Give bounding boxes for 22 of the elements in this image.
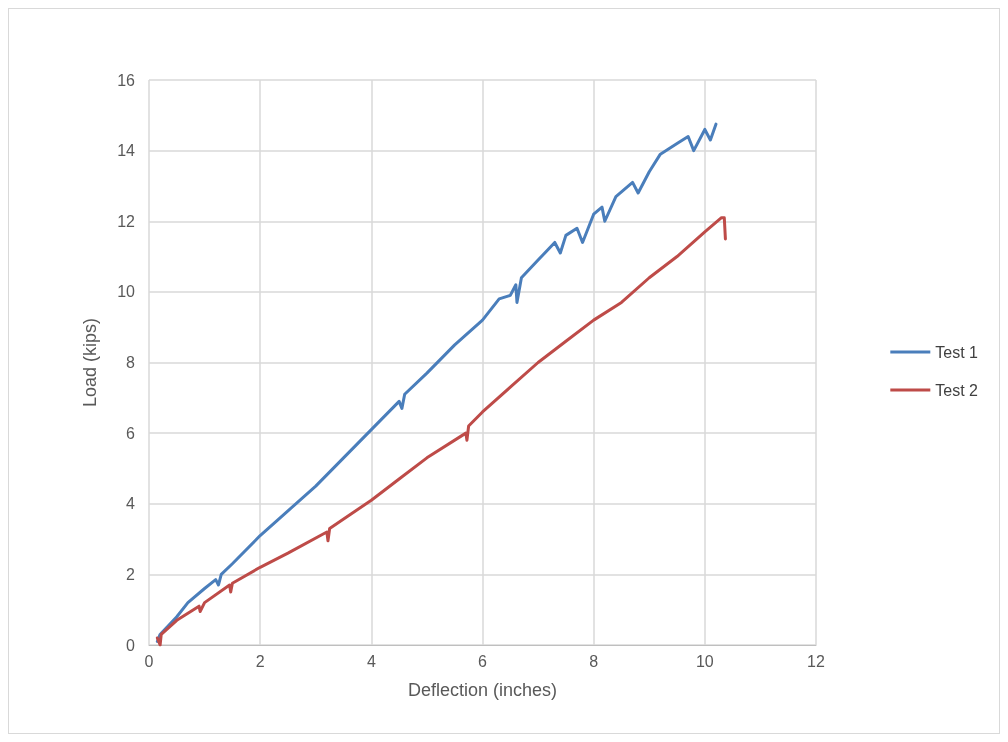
y-tick-label: 14 — [117, 142, 136, 160]
x-tick-label: 12 — [807, 652, 825, 670]
y-tick-label: 12 — [117, 212, 136, 230]
x-axis-title: Deflection (inches) — [407, 680, 558, 700]
y-tick-label: 0 — [126, 636, 136, 654]
legend-label: Test 2 — [935, 381, 979, 399]
y-tick-label: 8 — [126, 354, 136, 371]
legend-label: Test 1 — [935, 343, 979, 361]
line-series — [155, 122, 718, 643]
x-tick-label: 0 — [144, 652, 154, 670]
x-tick-label: 2 — [255, 652, 265, 670]
x-tick-label: 6 — [478, 652, 488, 670]
y-axis-title: Load (kips) — [80, 317, 100, 408]
x-tick-label: 8 — [589, 652, 599, 670]
y-tick-label: 4 — [126, 495, 136, 513]
y-tick-label: 10 — [117, 283, 136, 301]
line-series — [155, 216, 727, 647]
y-tick-label: 6 — [126, 424, 136, 442]
y-tick-label: 16 — [117, 71, 136, 89]
x-tick-label: 4 — [366, 652, 376, 670]
y-tick-label: 2 — [126, 565, 136, 583]
x-tick-label: 10 — [695, 652, 714, 670]
